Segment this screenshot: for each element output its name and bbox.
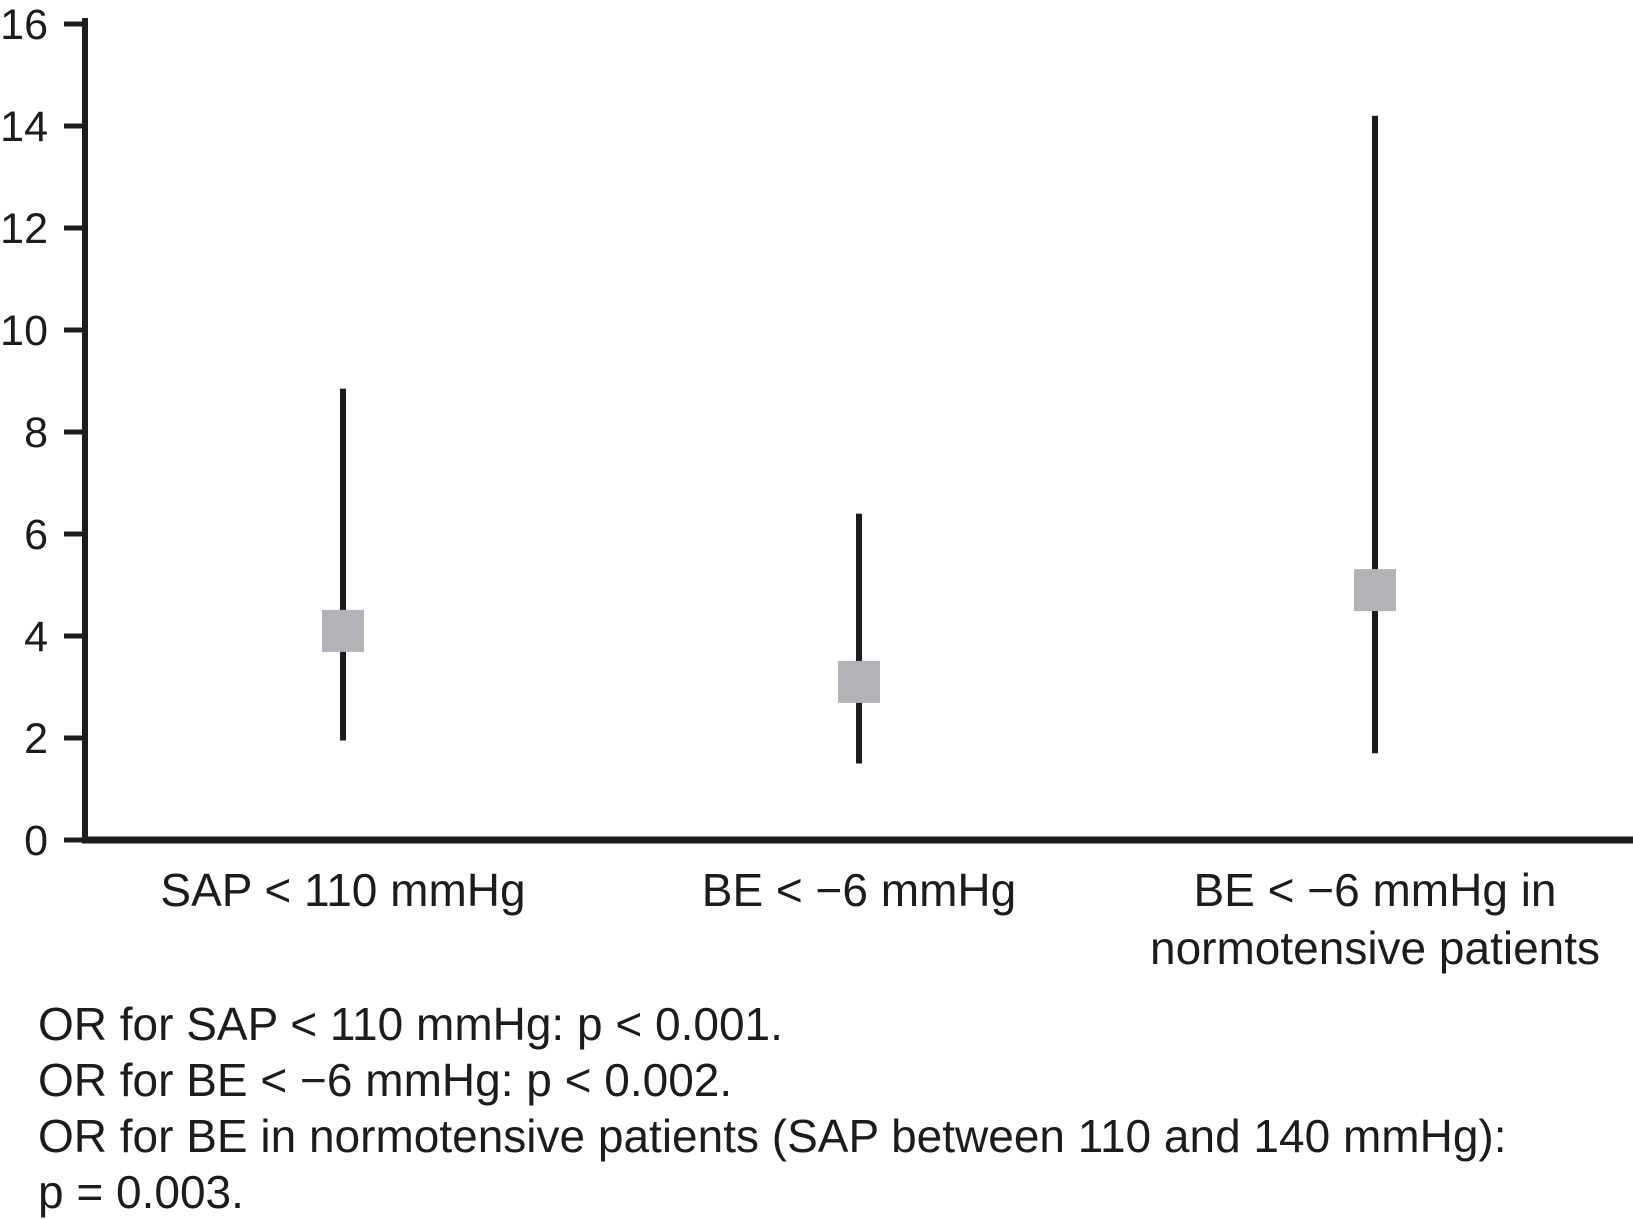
y-tick-label: 10 bbox=[0, 307, 48, 355]
footnote-line-1: OR for SAP < 110 mmHg: p < 0.001. bbox=[38, 998, 783, 1050]
footnotes-block: OR for SAP < 110 mmHg: p < 0.001. OR for… bbox=[38, 996, 1618, 1219]
footnote-line-2: OR for BE < −6 mmHg: p < 0.002. bbox=[38, 1054, 733, 1106]
y-tick-label: 6 bbox=[24, 511, 48, 559]
y-tick-label: 12 bbox=[0, 205, 48, 253]
category-label: SAP < 110 mmHg bbox=[160, 864, 525, 916]
y-tick-label: 16 bbox=[0, 1, 48, 49]
category-label: BE < −6 mmHg in bbox=[1193, 864, 1556, 916]
y-tick-label: 0 bbox=[24, 817, 48, 865]
y-tick-label: 8 bbox=[24, 409, 48, 457]
footnote-line-4: p = 0.003. bbox=[38, 1166, 244, 1218]
y-tick-label: 4 bbox=[24, 613, 48, 661]
y-tick-label: 2 bbox=[24, 715, 48, 763]
footnote-line-3: OR for BE in normotensive patients (SAP … bbox=[38, 1110, 1507, 1162]
or-forest-chart: 0 2 4 6 8 10 12 14 16 SAP < 110 mmHg BE < −6 mmHg B… bbox=[0, 1, 1633, 974]
y-tick-label: 14 bbox=[0, 103, 48, 151]
or-marker bbox=[322, 609, 364, 652]
or-marker bbox=[1354, 569, 1396, 612]
or-marker bbox=[838, 660, 880, 703]
category-label: normotensive patients bbox=[1150, 922, 1600, 974]
category-label: BE < −6 mmHg bbox=[702, 864, 1016, 916]
